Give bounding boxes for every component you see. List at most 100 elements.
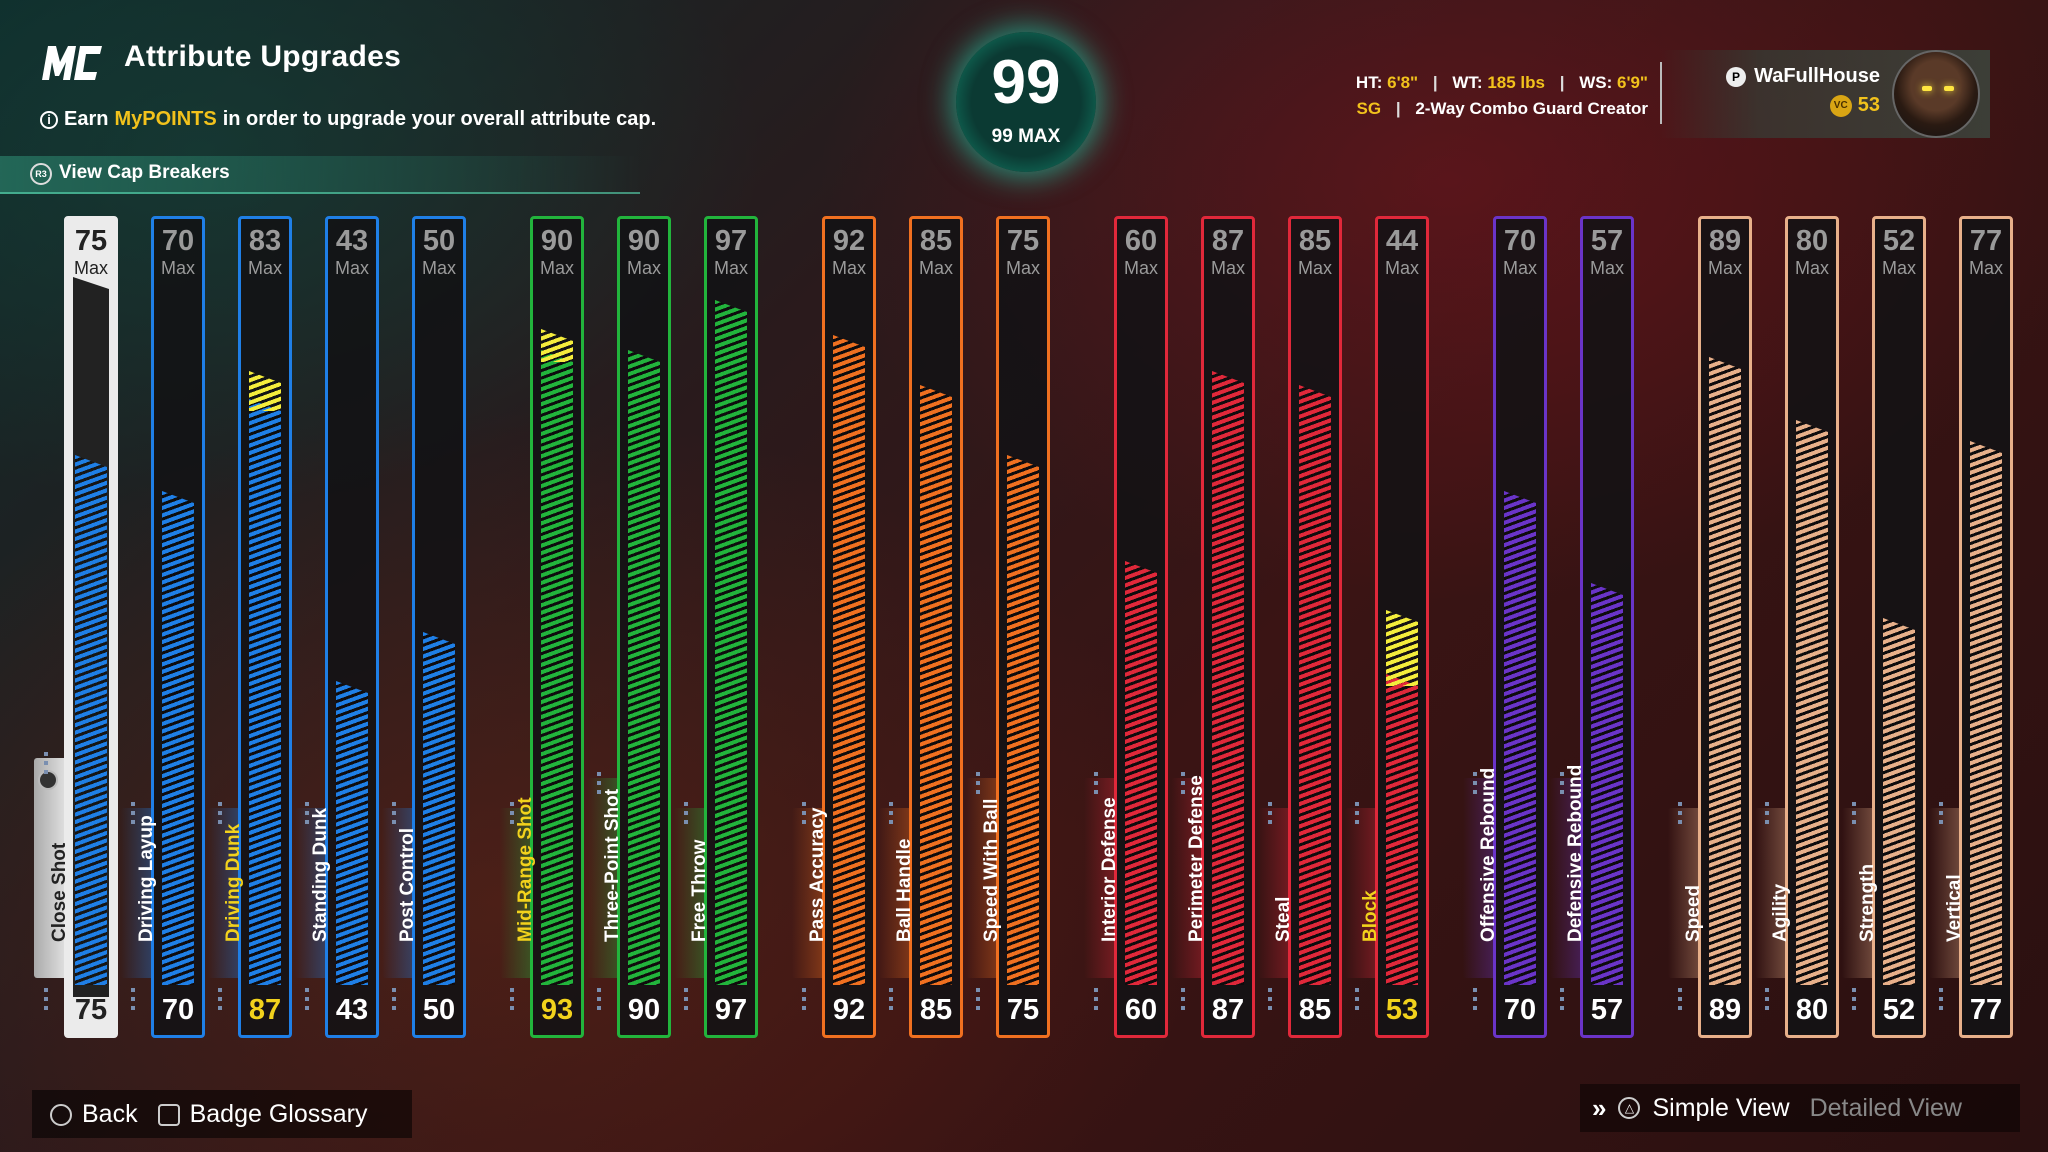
- attribute-max-value: 80: [1795, 225, 1829, 257]
- earn-suffix: in order to upgrade your overall attribu…: [222, 108, 657, 130]
- position: SG: [1356, 99, 1382, 118]
- dots-decoration: [1094, 772, 1098, 796]
- attribute-current-value: 43: [335, 994, 369, 1026]
- attribute-name: Driving Layup: [136, 815, 157, 942]
- attribute-bar-driving-dunk[interactable]: 83 Max 87: [238, 216, 292, 1038]
- max-label: Max: [918, 258, 953, 278]
- simple-view-option[interactable]: Simple View: [1652, 1093, 1790, 1122]
- attribute-bar-ball-handle[interactable]: 85 Max 85: [909, 216, 963, 1038]
- back-button[interactable]: Back: [50, 1100, 138, 1129]
- attribute-label-tab: Speed: [1668, 808, 1704, 978]
- attribute-name: Perimeter Defense: [1186, 775, 1207, 942]
- attribute-bar-steal[interactable]: 85 Max 85: [1288, 216, 1342, 1038]
- max-label: Max: [1123, 258, 1158, 278]
- dots-decoration: [1939, 802, 1943, 826]
- attribute-bar-defensive-rebound[interactable]: 57 Max 57: [1580, 216, 1634, 1038]
- detailed-view-option[interactable]: Detailed View: [1809, 1093, 1962, 1122]
- archetype: 2-Way Combo Guard Creator: [1415, 99, 1648, 118]
- attribute-bar-block[interactable]: 44 Max 53: [1375, 216, 1429, 1038]
- attribute-fill: [249, 399, 281, 985]
- attribute-bar-post-control[interactable]: 50 Max 50: [412, 216, 466, 1038]
- mycareer-logo: [42, 46, 102, 80]
- attribute-name: Steal: [1273, 896, 1294, 942]
- attribute-bar-offensive-rebound[interactable]: 70 Max 70: [1493, 216, 1547, 1038]
- badge-glossary-button[interactable]: Badge Glossary: [157, 1099, 368, 1129]
- attribute-fill: [1125, 561, 1157, 985]
- attribute-bar-vertical[interactable]: 77 Max 77: [1959, 216, 2013, 1038]
- attribute-name: Three-Point Shot: [602, 788, 623, 942]
- dots-decoration: [802, 988, 806, 1012]
- attribute-fill: [1709, 357, 1741, 985]
- attribute-bar-agility[interactable]: 80 Max 80: [1785, 216, 1839, 1038]
- attribute-bar-standing-dunk[interactable]: 43 Max 43: [325, 216, 379, 1038]
- dots-decoration: [976, 988, 980, 1012]
- max-label: Max: [1502, 258, 1537, 278]
- attribute-bar-perimeter-defense[interactable]: 87 Max 87: [1201, 216, 1255, 1038]
- dots-decoration: [889, 988, 893, 1012]
- view-cap-breakers-button[interactable]: R3 View Cap Breakers: [0, 156, 640, 194]
- info-icon: i: [40, 110, 58, 129]
- attribute-label-tab: Vertical: [1929, 808, 1965, 978]
- attribute-label-tab: Defensive Rebound: [1550, 765, 1586, 978]
- attribute-label-tab: Standing Dunk: [295, 808, 331, 978]
- max-label: Max: [1297, 258, 1332, 278]
- attribute-max-value: 57: [1590, 225, 1624, 257]
- attribute-name: Strength: [1857, 863, 1878, 942]
- dots-decoration: [1473, 772, 1477, 796]
- square-button-icon: [157, 1103, 180, 1126]
- attribute-fill: [1007, 455, 1039, 985]
- attribute-fill: [628, 350, 660, 985]
- max-label: Max: [247, 258, 282, 278]
- attribute-name: Offensive Rebound: [1478, 767, 1499, 942]
- attribute-current-value: 93: [540, 994, 574, 1026]
- attribute-current-value: 87: [248, 994, 282, 1026]
- dots-decoration: [131, 802, 135, 826]
- attribute-bar-three-point-shot[interactable]: 90 Max 90: [617, 216, 671, 1038]
- max-label: Max: [1968, 258, 2003, 278]
- dots-decoration: [510, 988, 514, 1012]
- attribute-max-value: 75: [1006, 225, 1040, 257]
- dots-decoration: [1181, 988, 1185, 1012]
- attribute-bar-driving-layup[interactable]: 70 Max 70: [151, 216, 205, 1038]
- attribute-name: Speed With Ball: [981, 798, 1002, 942]
- attribute-bar-free-throw[interactable]: 97 Max 97: [704, 216, 758, 1038]
- dots-decoration: [802, 802, 806, 826]
- attribute-fill: [1796, 420, 1828, 985]
- dots-decoration: [1181, 772, 1185, 796]
- vc-balance: 53: [1857, 94, 1880, 116]
- attribute-label-tab: Driving Layup: [121, 808, 157, 978]
- playstation-icon: P: [1726, 66, 1747, 87]
- view-cap-breakers-label: View Cap Breakers: [59, 162, 230, 183]
- attribute-max-value: 43: [335, 225, 369, 257]
- attribute-current-value: 52: [1882, 994, 1916, 1026]
- max-label: Max: [539, 258, 574, 278]
- attribute-label-tab: Free Throw: [674, 808, 710, 978]
- attribute-max-value: 70: [1503, 225, 1537, 257]
- attribute-label-tab: Close Shot: [34, 758, 70, 978]
- attribute-label-tab: Post Control: [382, 808, 418, 978]
- earn-hint: i Earn MyPOINTS in order to upgrade your…: [40, 108, 656, 131]
- attribute-label-tab: Mid-Range Shot: [500, 797, 536, 978]
- attribute-bar-speed[interactable]: 89 Max 89: [1698, 216, 1752, 1038]
- attribute-bar-strength[interactable]: 52 Max 52: [1872, 216, 1926, 1038]
- divider: [1660, 62, 1662, 124]
- attribute-label-tab: Perimeter Defense: [1171, 775, 1207, 978]
- attribute-bar-pass-accuracy[interactable]: 92 Max 92: [822, 216, 876, 1038]
- attribute-bar-speed-with-ball[interactable]: 75 Max 75: [996, 216, 1050, 1038]
- max-label: Max: [334, 258, 369, 278]
- attribute-current-value: 60: [1124, 994, 1158, 1026]
- height-value: 6'8": [1387, 73, 1419, 92]
- dots-decoration: [976, 772, 980, 796]
- attribute-bar-interior-defense[interactable]: 60 Max 60: [1114, 216, 1168, 1038]
- max-label: Max: [713, 258, 748, 278]
- dots-decoration: [1678, 988, 1682, 1012]
- attribute-current-value: 77: [1969, 994, 2003, 1026]
- dots-decoration: [684, 802, 688, 826]
- dots-decoration: [597, 988, 601, 1012]
- attribute-max-value: 85: [919, 225, 953, 257]
- attribute-bar-mid-range-shot[interactable]: 90 Max 93: [530, 216, 584, 1038]
- attribute-max-value: 85: [1298, 225, 1332, 257]
- attribute-bar-close-shot[interactable]: 75 Max 75: [64, 216, 118, 1038]
- badge-glossary-label: Badge Glossary: [189, 1099, 368, 1128]
